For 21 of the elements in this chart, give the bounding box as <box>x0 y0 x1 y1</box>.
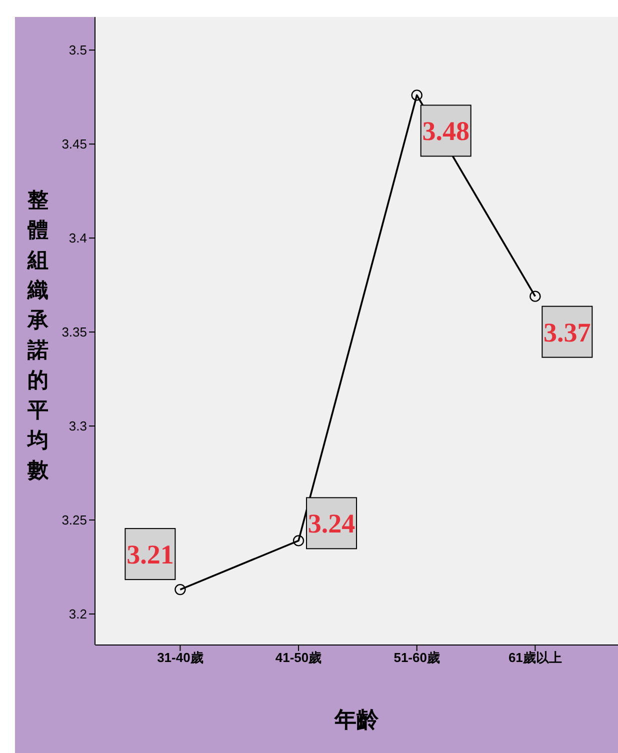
y-tick-label: 3.3 <box>68 418 87 434</box>
x-tick-label: 31-40歲 <box>157 650 204 666</box>
y-tick-label: 3.35 <box>62 324 87 340</box>
x-tick-label: 51-60歲 <box>394 650 440 666</box>
y-tick-label: 3.45 <box>62 136 87 152</box>
point <box>530 290 541 302</box>
data-label: 3.48 <box>422 116 470 146</box>
x-tick-label: 41-50歲 <box>275 650 322 666</box>
text: 整體組織承諾的平均數 <box>28 187 48 482</box>
y-tick-label: 3.25 <box>62 512 87 528</box>
point <box>411 90 422 101</box>
point <box>292 535 304 546</box>
point <box>174 584 186 596</box>
data-label: 3.21 <box>126 540 174 570</box>
data-label: 3.37 <box>544 317 591 348</box>
x-tick-label: 61歲以上 <box>508 650 562 666</box>
data-label: 3.24 <box>308 508 356 539</box>
y-tick-label: 3.4 <box>68 230 87 246</box>
y-tick-label: 3.5 <box>68 42 87 58</box>
y-tick-label: 3.2 <box>68 606 87 622</box>
x-axis-title: 年齡 <box>333 706 380 735</box>
